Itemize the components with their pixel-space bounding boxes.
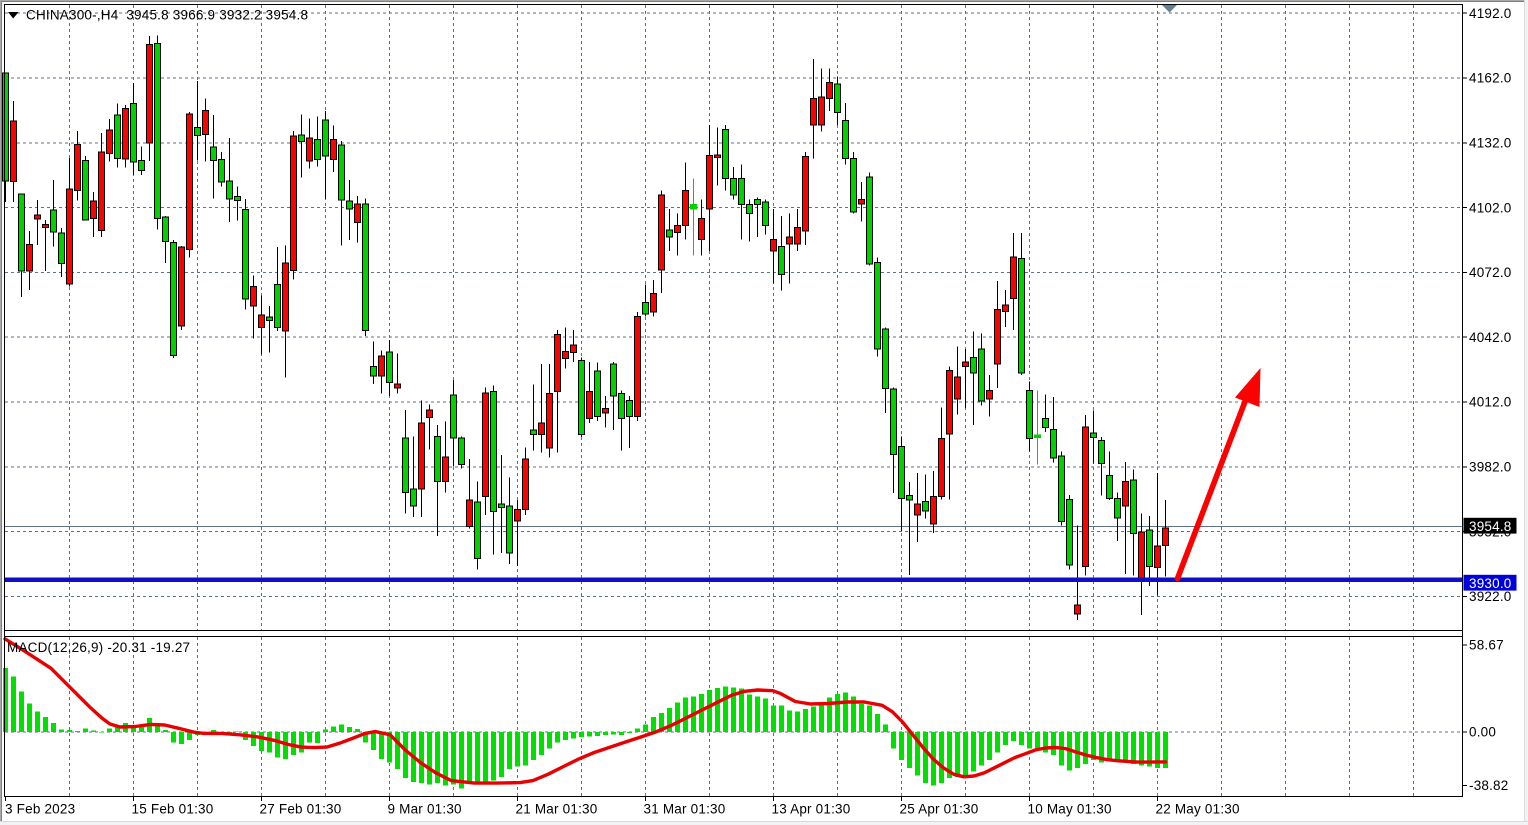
svg-text:4072.0: 4072.0 — [1469, 265, 1512, 280]
svg-text:31 Mar 01:30: 31 Mar 01:30 — [644, 802, 726, 817]
svg-text:3922.0: 3922.0 — [1469, 589, 1512, 604]
svg-text:13 Apr 01:30: 13 Apr 01:30 — [772, 802, 851, 817]
svg-text:-38.82: -38.82 — [1469, 778, 1508, 793]
svg-text:4102.0: 4102.0 — [1469, 200, 1512, 215]
svg-text:3982.0: 3982.0 — [1469, 460, 1512, 475]
svg-text:15 Feb 01:30: 15 Feb 01:30 — [132, 802, 214, 817]
svg-text:0.00: 0.00 — [1469, 725, 1496, 740]
svg-text:CHINA300-,H4 3945.8 3966.9 39: CHINA300-,H4 3945.8 3966.9 3932.2 3954.8 — [26, 8, 308, 23]
svg-text:58.67: 58.67 — [1469, 638, 1504, 653]
svg-text:4042.0: 4042.0 — [1469, 330, 1512, 345]
svg-text:4132.0: 4132.0 — [1469, 136, 1512, 151]
svg-text:22 May 01:30: 22 May 01:30 — [1156, 802, 1240, 817]
svg-text:4162.0: 4162.0 — [1469, 71, 1512, 86]
svg-text:27 Feb 01:30: 27 Feb 01:30 — [260, 802, 342, 817]
svg-text:10 May 01:30: 10 May 01:30 — [1028, 802, 1112, 817]
svg-text:9 Mar 01:30: 9 Mar 01:30 — [388, 802, 462, 817]
svg-text:MACD(12,26,9) -20.31 -19.27: MACD(12,26,9) -20.31 -19.27 — [7, 640, 190, 655]
svg-text:3 Feb 2023: 3 Feb 2023 — [5, 802, 75, 817]
svg-text:3954.8: 3954.8 — [1469, 519, 1512, 534]
svg-text:4012.0: 4012.0 — [1469, 395, 1512, 410]
svg-text:25 Apr 01:30: 25 Apr 01:30 — [900, 802, 979, 817]
svg-text:4192.0: 4192.0 — [1469, 6, 1512, 21]
svg-text:3930.0: 3930.0 — [1469, 576, 1512, 591]
svg-text:21 Mar 01:30: 21 Mar 01:30 — [516, 802, 598, 817]
